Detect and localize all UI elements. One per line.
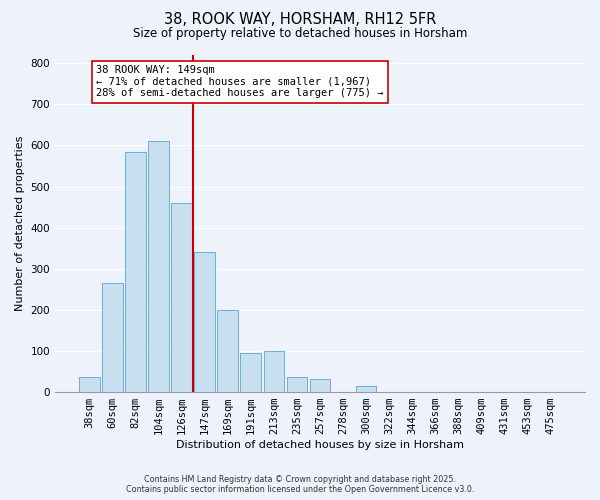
X-axis label: Distribution of detached houses by size in Horsham: Distribution of detached houses by size … — [176, 440, 464, 450]
Bar — [125, 152, 146, 392]
Bar — [356, 386, 376, 392]
Bar — [310, 378, 331, 392]
Bar — [241, 353, 261, 392]
Bar — [263, 351, 284, 392]
Bar — [148, 142, 169, 392]
Text: 38, ROOK WAY, HORSHAM, RH12 5FR: 38, ROOK WAY, HORSHAM, RH12 5FR — [164, 12, 436, 28]
Text: 38 ROOK WAY: 149sqm
← 71% of detached houses are smaller (1,967)
28% of semi-det: 38 ROOK WAY: 149sqm ← 71% of detached ho… — [97, 66, 384, 98]
Bar — [194, 252, 215, 392]
Bar — [217, 310, 238, 392]
Bar — [79, 377, 100, 392]
Y-axis label: Number of detached properties: Number of detached properties — [15, 136, 25, 311]
Bar — [172, 203, 192, 392]
Text: Contains HM Land Registry data © Crown copyright and database right 2025.
Contai: Contains HM Land Registry data © Crown c… — [126, 474, 474, 494]
Text: Size of property relative to detached houses in Horsham: Size of property relative to detached ho… — [133, 28, 467, 40]
Bar — [102, 283, 123, 392]
Bar — [287, 377, 307, 392]
